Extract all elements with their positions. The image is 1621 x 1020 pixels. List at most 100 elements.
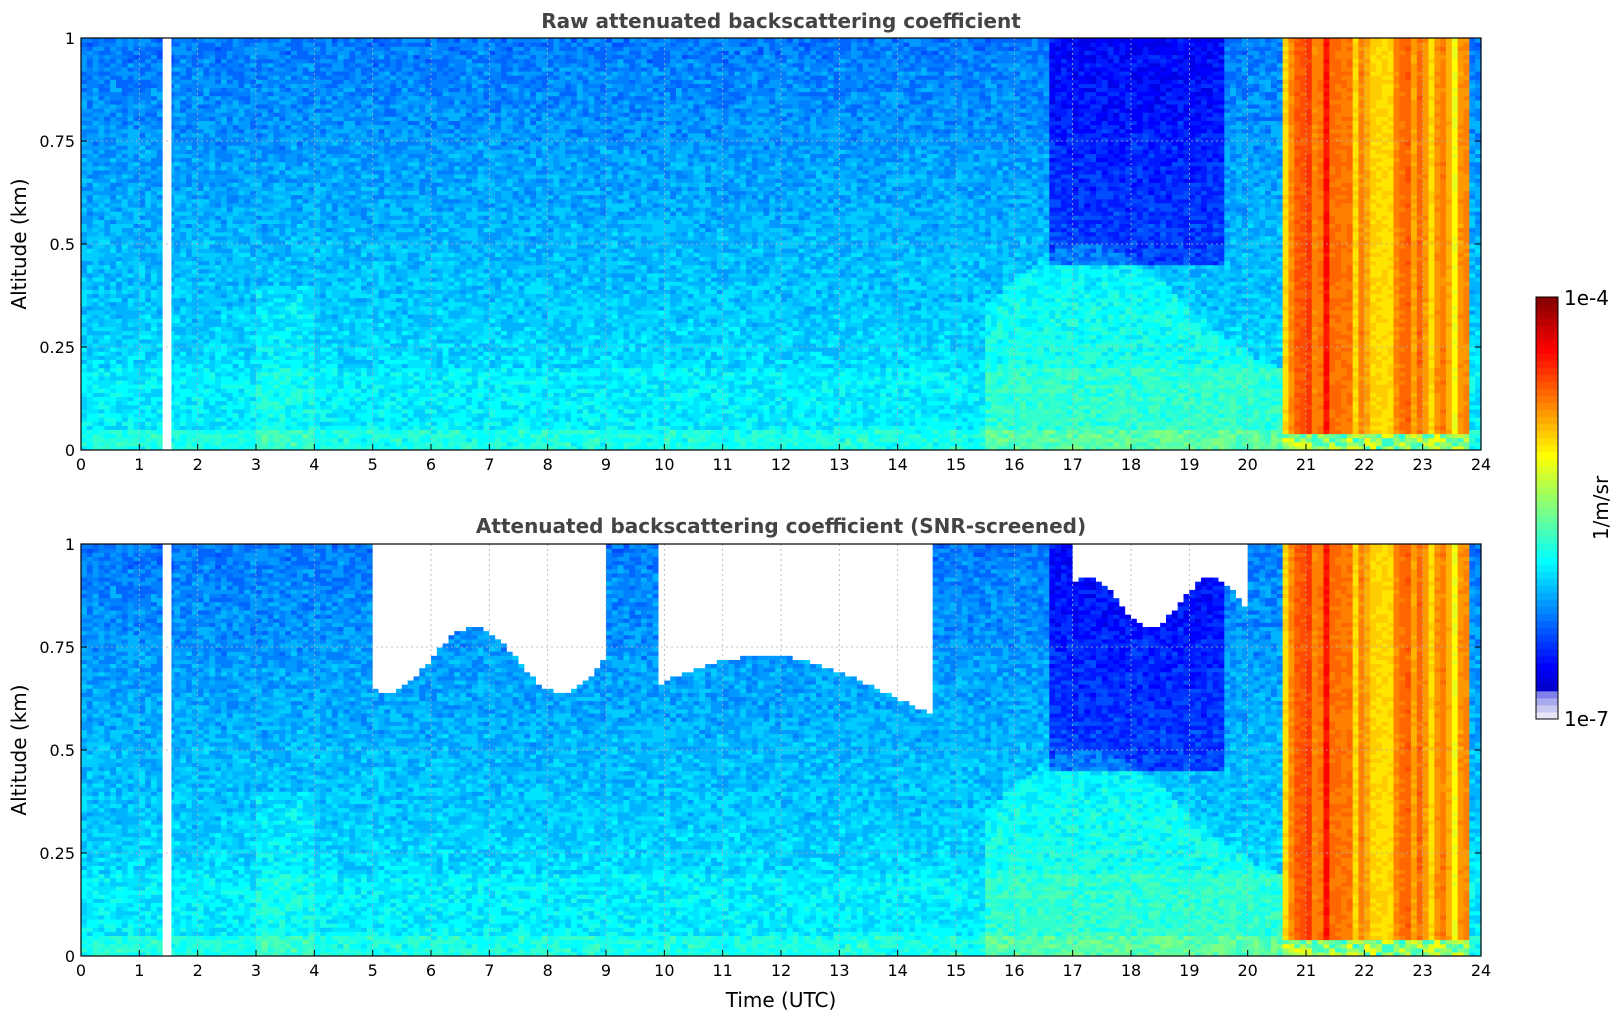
x-tick-label: 10 [654, 455, 674, 474]
colorbar-step [1536, 543, 1558, 551]
colorbar-step [1536, 676, 1558, 685]
x-tick-label: 24 [1471, 961, 1491, 980]
colorbar-step [1536, 536, 1558, 544]
colorbar-step [1536, 697, 1558, 706]
x-tick-label: 20 [1237, 961, 1257, 980]
colorbar-step [1536, 374, 1558, 382]
x-tick-label: 5 [368, 455, 378, 474]
x-tick-label: 15 [946, 455, 966, 474]
x-tick-label: 16 [1004, 455, 1024, 474]
colorbar-step [1536, 557, 1558, 565]
colorbar-step [1536, 500, 1558, 509]
colorbar-min-label: 1e-7 [1564, 707, 1609, 731]
colorbar-step [1536, 381, 1558, 389]
x-tick-label: 20 [1237, 455, 1257, 474]
y-tick-label: 1 [65, 535, 75, 554]
colorbar-step [1536, 613, 1558, 622]
x-tick-label: 3 [251, 961, 261, 980]
x-tick-label: 22 [1354, 455, 1374, 474]
panel2-y-ticks: 0 0.25 0.5 0.75 1 [39, 535, 1481, 966]
x-tick-label: 7 [484, 961, 494, 980]
x-tick-label: 19 [1179, 455, 1199, 474]
x-tick-label: 11 [712, 961, 732, 980]
colorbar-step [1536, 430, 1558, 439]
colorbar-unit-label: 1/m/sr [1589, 475, 1613, 540]
colorbar-step [1536, 493, 1558, 502]
x-tick-label: 13 [829, 961, 849, 980]
y-tick-label: 0.75 [39, 638, 75, 657]
colorbar-step [1536, 550, 1558, 558]
x-tick-label: 8 [543, 961, 553, 980]
panel1-x-ticks: 0 1 2 3 4 5 6 7 8 9 10 11 12 13 14 15 16 17 18 19 20 21 22 23 24 [76, 444, 1491, 474]
x-tick-label: 19 [1179, 961, 1199, 980]
colorbar-step [1536, 325, 1558, 333]
x-tick-label: 4 [309, 455, 319, 474]
colorbar-step [1536, 367, 1558, 375]
x-tick-label: 2 [193, 961, 203, 980]
x-tick-label: 4 [309, 961, 319, 980]
panel2-x-ticks: 0 1 2 3 4 5 6 7 8 9 10 11 12 13 14 15 16 17 18 19 20 21 22 23 24 [76, 950, 1491, 980]
colorbar-step [1536, 360, 1558, 368]
colorbar-step [1536, 571, 1558, 579]
y-tick-label: 0.5 [50, 741, 75, 760]
y-tick-label: 0 [65, 947, 75, 966]
screened-backscatter-panel: Attenuated backscattering coefficient (S… [7, 514, 1491, 1012]
x-tick-label: 12 [771, 455, 791, 474]
panel1-grid [81, 38, 1481, 450]
colorbar-step [1536, 318, 1558, 326]
colorbar: 1e-4 1e-7 1/m/sr [1535, 286, 1613, 731]
colorbar-step [1536, 402, 1558, 411]
colorbar-step [1536, 451, 1558, 460]
x-tick-label: 10 [654, 961, 674, 980]
colorbar-step [1536, 592, 1558, 600]
colorbar-step [1536, 353, 1558, 361]
x-tick-label: 14 [887, 961, 907, 980]
colorbar-step [1536, 346, 1558, 354]
colorbar-step [1536, 458, 1558, 467]
colorbar-step [1536, 627, 1558, 636]
x-tick-label: 18 [1121, 961, 1141, 980]
colorbar-step [1536, 522, 1558, 530]
colorbar-step [1536, 472, 1558, 481]
colorbar-step [1536, 655, 1558, 664]
panel2-grid [81, 544, 1481, 956]
colorbar-step [1536, 564, 1558, 572]
colorbar-step [1536, 606, 1558, 614]
colorbar-step [1536, 437, 1558, 446]
x-tick-label: 9 [601, 455, 611, 474]
x-tick-label: 17 [1062, 961, 1082, 980]
colorbar-step [1536, 395, 1558, 403]
colorbar-step [1536, 339, 1558, 347]
x-tick-label: 24 [1471, 455, 1491, 474]
colorbar-step [1536, 669, 1558, 678]
x-axis-label: Time (UTC) [725, 988, 837, 1012]
colorbar-step [1536, 465, 1558, 474]
colorbar-step [1536, 444, 1558, 453]
panel2-y-axis-label: Altitude (km) [7, 684, 31, 815]
y-tick-label: 0 [65, 441, 75, 460]
x-tick-label: 21 [1296, 455, 1316, 474]
colorbar-step [1536, 711, 1558, 720]
colorbar-step [1536, 704, 1558, 713]
x-tick-label: 6 [426, 961, 436, 980]
x-tick-label: 18 [1121, 455, 1141, 474]
colorbar-step [1536, 690, 1558, 699]
colorbar-step [1536, 634, 1558, 643]
colorbar-step [1536, 479, 1558, 488]
x-tick-label: 23 [1412, 455, 1432, 474]
colorbar-frame [1535, 296, 1559, 720]
x-tick-label: 9 [601, 961, 611, 980]
y-tick-label: 0.5 [50, 235, 75, 254]
colorbar-step [1536, 311, 1558, 319]
panel1-heatmap [81, 38, 1481, 450]
colorbar-step [1536, 683, 1558, 692]
colorbar-step [1536, 515, 1558, 523]
raw-backscatter-panel: Raw attenuated backscattering coefficien… [7, 9, 1491, 474]
x-tick-label: 22 [1354, 961, 1374, 980]
colorbar-step [1536, 508, 1558, 516]
colorbar-step [1536, 304, 1558, 312]
x-tick-label: 17 [1062, 455, 1082, 474]
colorbar-step [1536, 620, 1558, 629]
colorbar-step [1536, 332, 1558, 340]
x-tick-label: 2 [193, 455, 203, 474]
